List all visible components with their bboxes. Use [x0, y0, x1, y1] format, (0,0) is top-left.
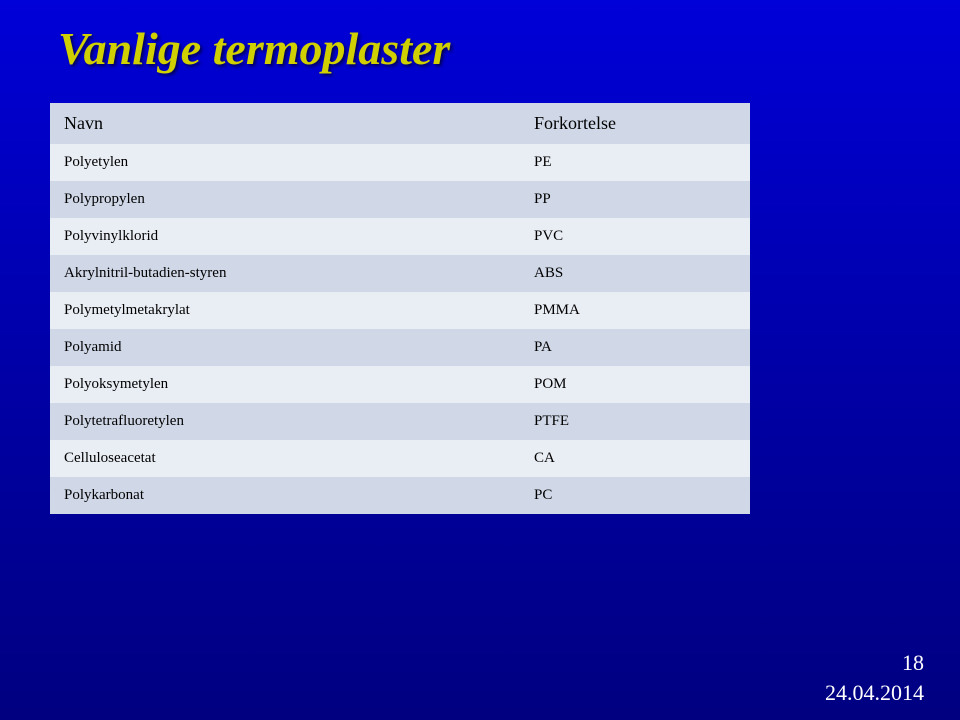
- cell-abbrev: POM: [520, 366, 750, 403]
- table-header-row: Navn Forkortelse: [50, 103, 750, 144]
- cell-abbrev: PE: [520, 144, 750, 181]
- cell-name: Polymetylmetakrylat: [50, 292, 520, 329]
- table-row: PolyetylenPE: [50, 144, 750, 181]
- cell-abbrev: PP: [520, 181, 750, 218]
- cell-name: Polytetrafluoretylen: [50, 403, 520, 440]
- col-header-name: Navn: [50, 103, 520, 144]
- page-number: 18: [902, 650, 924, 676]
- col-header-abbrev: Forkortelse: [520, 103, 750, 144]
- table-row: PolyamidPA: [50, 329, 750, 366]
- cell-abbrev: PVC: [520, 218, 750, 255]
- slide: Vanlige termoplaster Navn Forkortelse Po…: [0, 0, 960, 720]
- table-row: PolytetrafluoretylenPTFE: [50, 403, 750, 440]
- slide-title: Vanlige termoplaster: [58, 22, 910, 75]
- thermoplastics-table: Navn Forkortelse PolyetylenPE Polypropyl…: [50, 103, 750, 514]
- table-row: Akrylnitril-butadien-styrenABS: [50, 255, 750, 292]
- cell-name: Celluloseacetat: [50, 440, 520, 477]
- table-row: PolykarbonatPC: [50, 477, 750, 514]
- cell-abbrev: PA: [520, 329, 750, 366]
- cell-abbrev: PTFE: [520, 403, 750, 440]
- cell-name: Polypropylen: [50, 181, 520, 218]
- table-row: PolyoksymetylenPOM: [50, 366, 750, 403]
- slide-date: 24.04.2014: [825, 680, 924, 706]
- cell-name: Polykarbonat: [50, 477, 520, 514]
- table-row: PolyvinylkloridPVC: [50, 218, 750, 255]
- cell-name: Polyamid: [50, 329, 520, 366]
- table-row: PolymetylmetakrylatPMMA: [50, 292, 750, 329]
- table-row: PolypropylenPP: [50, 181, 750, 218]
- cell-name: Polyoksymetylen: [50, 366, 520, 403]
- cell-abbrev: ABS: [520, 255, 750, 292]
- table-row: CelluloseacetatCA: [50, 440, 750, 477]
- cell-abbrev: PMMA: [520, 292, 750, 329]
- cell-abbrev: PC: [520, 477, 750, 514]
- cell-abbrev: CA: [520, 440, 750, 477]
- cell-name: Akrylnitril-butadien-styren: [50, 255, 520, 292]
- cell-name: Polyetylen: [50, 144, 520, 181]
- cell-name: Polyvinylklorid: [50, 218, 520, 255]
